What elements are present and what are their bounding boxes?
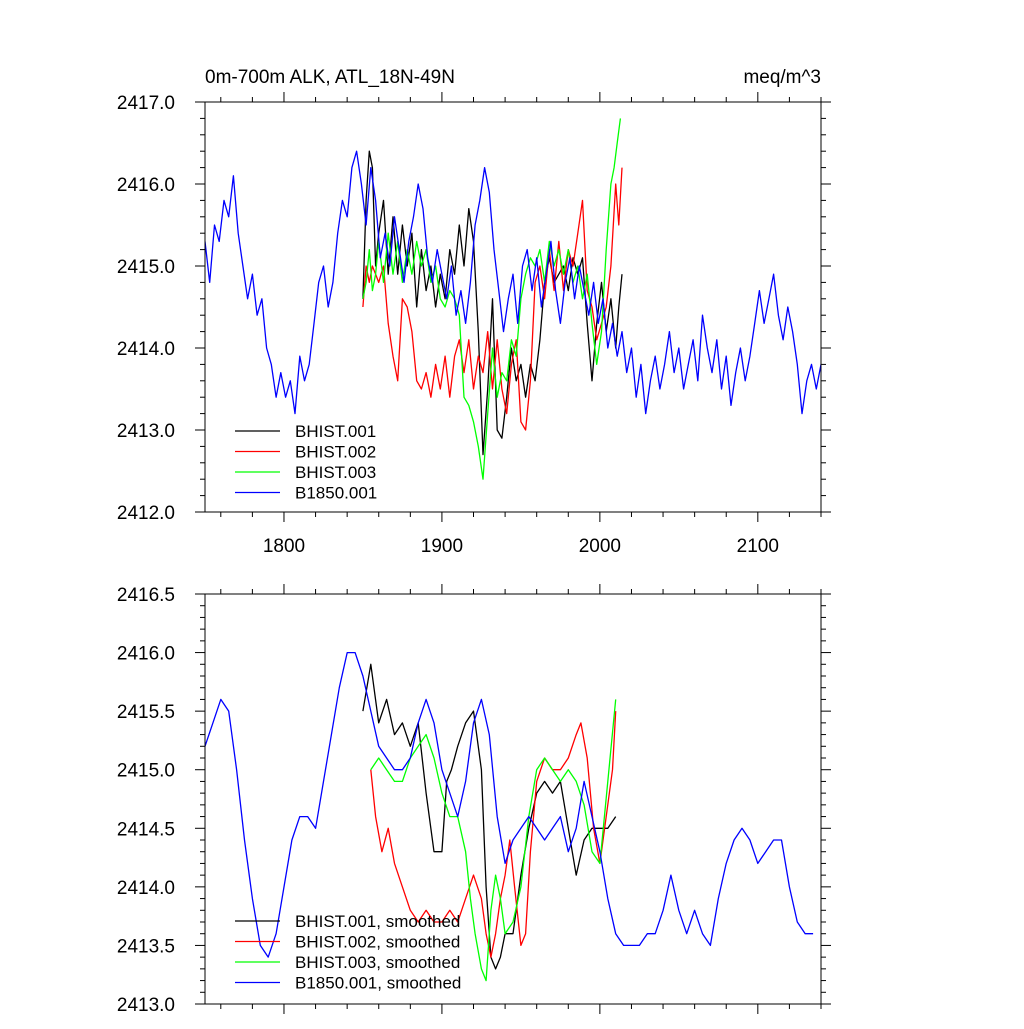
x-tick-label: 2000 [579,536,621,557]
y-tick-label: 2416.5 [117,585,175,606]
y-tick-label: 2415.5 [117,702,175,723]
bottom-plot-frame [204,593,822,1005]
bottom-axis-ticks: 2413.0 2413.5 2414.0 2414.5 2415.0 2415.5 2416… [117,584,831,1016]
y-tick-label: 2414.5 [117,819,175,840]
bottom-legend: BHIST.001, smoothed BHIST.002, smoothedBH… [235,912,461,993]
y-tick-label: 2414.0 [117,878,175,899]
series-line-bhist-001-smoothed [362,663,617,970]
series-line-bhist-002 [362,167,623,431]
y-tick-label: 2412.0 [117,503,175,524]
top-panel: 0m-700m ALK, ATL_18N-49N meq/m^3 1800 190… [117,67,831,557]
series-line-b1850-001-smoothed [205,651,814,958]
y-tick-label: 2415.0 [117,761,175,782]
y-tick-label: 2416.0 [117,175,175,196]
bottom-series-group [205,651,814,982]
x-tick-label: 1800 [263,536,305,557]
x-tick-label: 1900 [421,536,463,557]
y-tick-label: 2415.0 [117,257,175,278]
y-tick-label: 2413.0 [117,421,175,442]
bottom-panel: 2413.0 2413.5 2414.0 2414.5 2415.0 2415.5 2416… [117,584,831,1016]
y-tick-label: 2414.0 [117,339,175,360]
legend-label: BHIST.003 [295,463,376,482]
legend-label: BHIST.002 [295,443,376,462]
legend-label: BHIST.002, smoothed [295,933,460,952]
top-axis-ticks: 1800 1900 2000 2100 2412.0 2413.0 2414.0 2415.0… [117,92,831,557]
top-title-left: 0m-700m ALK, ATL_18N-49N [205,67,455,88]
x-tick-label: 2100 [737,536,779,557]
legend-label: BHIST.003, smoothed [295,953,460,972]
y-tick-label: 2416.0 [117,644,175,665]
legend-label: BHIST.001 [295,422,376,441]
top-title-right: meq/m^3 [743,67,821,88]
y-tick-label: 2413.5 [117,936,175,957]
series-line-bhist-003 [362,118,622,480]
y-tick-label: 2417.0 [117,93,175,114]
top-series-group [205,118,821,480]
series-line-b1850-001 [205,150,821,415]
series-line-bhist-001 [362,150,623,456]
series-line-bhist-003-smoothed [370,699,617,982]
y-tick-label: 2413.0 [117,995,175,1016]
legend-label: B1850.001 [295,484,377,503]
legend-label: BHIST.001, smoothed [295,912,460,931]
legend-label: B1850.001, smoothed [295,974,461,993]
top-plot-frame [204,101,822,513]
